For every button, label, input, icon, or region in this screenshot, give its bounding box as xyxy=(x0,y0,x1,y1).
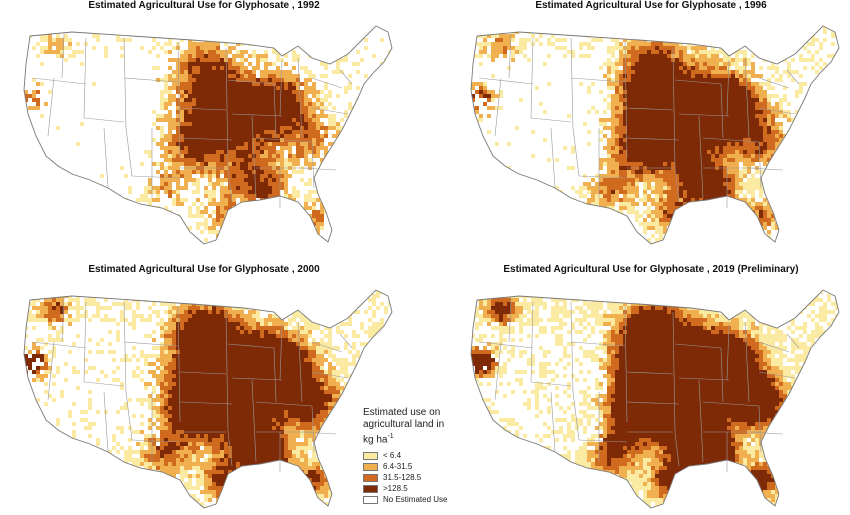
legend-label: No Estimated Use xyxy=(383,495,448,505)
legend-item: 6.4-31.5 xyxy=(363,461,463,472)
map-title: Estimated Agricultural Use for Glyphosat… xyxy=(88,264,320,275)
state-boundaries xyxy=(31,297,353,472)
legend-item: < 6.4 xyxy=(363,450,463,461)
legend-item: >128.5 xyxy=(363,483,463,494)
legend-label: 6.4-31.5 xyxy=(383,462,413,472)
map-panel-2000: Estimated Agricultural Use for Glyphosat… xyxy=(8,264,400,515)
legend-label: 31.5-128.5 xyxy=(383,473,422,483)
us-outline xyxy=(23,289,393,509)
us-map xyxy=(23,289,393,509)
map-legend: Estimated use on agricultural land in kg… xyxy=(361,405,465,508)
legend-title-sup: -1 xyxy=(387,433,394,440)
map-panel-1996: Estimated Agricultural Use for Glyphosat… xyxy=(455,0,847,252)
legend-title-unit: kg ha xyxy=(363,434,388,446)
legend-swatch xyxy=(363,473,378,482)
legend-title: Estimated use on agricultural land in kg… xyxy=(363,407,463,446)
map-panel-1992: Estimated Agricultural Use for Glyphosat… xyxy=(8,0,400,252)
us-outline xyxy=(470,289,840,509)
us-outline xyxy=(470,25,840,245)
legend-label: >128.5 xyxy=(383,484,408,494)
map-title: Estimated Agricultural Use for Glyphosat… xyxy=(503,264,799,275)
legend-title-line2: agricultural land in xyxy=(363,419,445,430)
map-title: Estimated Agricultural Use for Glyphosat… xyxy=(535,0,767,11)
us-map xyxy=(470,25,840,245)
legend-swatch xyxy=(363,484,378,493)
legend-item: No Estimated Use xyxy=(363,494,463,505)
state-boundaries xyxy=(31,33,353,208)
legend-label: < 6.4 xyxy=(383,451,402,461)
legend-swatch xyxy=(363,462,378,471)
state-boundaries xyxy=(478,33,800,208)
state-boundaries xyxy=(478,297,800,472)
us-outline xyxy=(23,25,393,245)
map-panel-2019: Estimated Agricultural Use for Glyphosat… xyxy=(455,264,847,515)
legend-swatch xyxy=(363,495,378,504)
map-title: Estimated Agricultural Use for Glyphosat… xyxy=(88,0,320,11)
us-map xyxy=(470,289,840,509)
legend-swatch xyxy=(363,451,378,460)
us-map xyxy=(23,25,393,245)
legend-item: 31.5-128.5 xyxy=(363,472,463,483)
legend-title-line1: Estimated use on xyxy=(363,407,441,418)
